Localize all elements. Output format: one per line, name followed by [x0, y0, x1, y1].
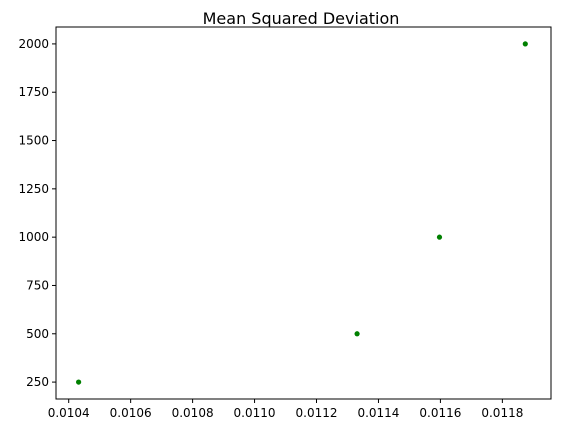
x-tick-label: 0.0110 — [234, 406, 276, 420]
x-tick-label: 0.0114 — [357, 406, 399, 420]
x-tick-label: 0.0112 — [296, 406, 338, 420]
y-tick-label: 2000 — [18, 37, 49, 51]
x-tick-label: 0.0104 — [48, 406, 90, 420]
x-tick-label: 0.0106 — [110, 406, 152, 420]
x-tick-label: 0.0118 — [481, 406, 523, 420]
y-tick-label: 1750 — [18, 85, 49, 99]
y-tick-label: 500 — [26, 327, 49, 341]
y-tick-label: 250 — [26, 375, 49, 389]
y-tick-label: 1500 — [18, 134, 49, 148]
data-point — [436, 234, 443, 240]
chart-title: Mean Squared Deviation — [203, 9, 400, 28]
y-tick-label: 750 — [26, 278, 49, 292]
y-tick-label: 1000 — [18, 230, 49, 244]
data-point — [76, 379, 82, 385]
plot-frame — [55, 26, 552, 400]
y-axis: 250 500 750 1000 1250 1500 1750 2000 — [18, 37, 56, 389]
y-tick-label: 1250 — [18, 182, 49, 196]
scatter-series — [76, 41, 528, 385]
x-axis: 0.0104 0.0106 0.0108 0.0110 0.0112 0.0114 0.01… — [48, 399, 523, 420]
data-point — [354, 331, 360, 337]
x-tick-label: 0.0108 — [172, 406, 214, 420]
data-point — [522, 41, 528, 47]
x-tick-label: 0.0116 — [419, 406, 461, 420]
